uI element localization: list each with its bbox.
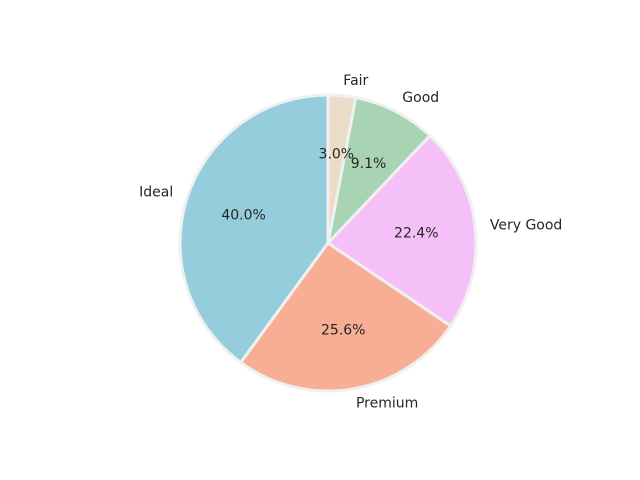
pie-slices bbox=[178, 93, 478, 393]
slice-label-very-good: Very Good bbox=[490, 217, 562, 233]
pct-label-fair: 3.0% bbox=[319, 147, 355, 163]
slice-label-fair: Fair bbox=[343, 73, 368, 89]
pie-slice-ideal bbox=[178, 93, 330, 365]
slice-label-premium: Premium bbox=[356, 395, 418, 411]
pie-slice-fair bbox=[326, 93, 358, 245]
slice-label-ideal: Ideal bbox=[139, 184, 173, 200]
pct-label-ideal: 40.0% bbox=[221, 207, 265, 223]
pct-label-very-good: 22.4% bbox=[394, 225, 438, 241]
pct-label-good: 9.1% bbox=[351, 156, 387, 172]
pie-slice-good bbox=[326, 96, 432, 245]
pie-slice-very-good bbox=[326, 134, 478, 328]
pie-labels: Ideal 40.0% Premium 25.6% Very Good 22.4% Good… bbox=[139, 73, 562, 411]
slice-label-good: Good bbox=[402, 90, 439, 106]
pct-label-premium: 25.6% bbox=[321, 322, 365, 338]
pie-slice-premium bbox=[239, 241, 453, 393]
